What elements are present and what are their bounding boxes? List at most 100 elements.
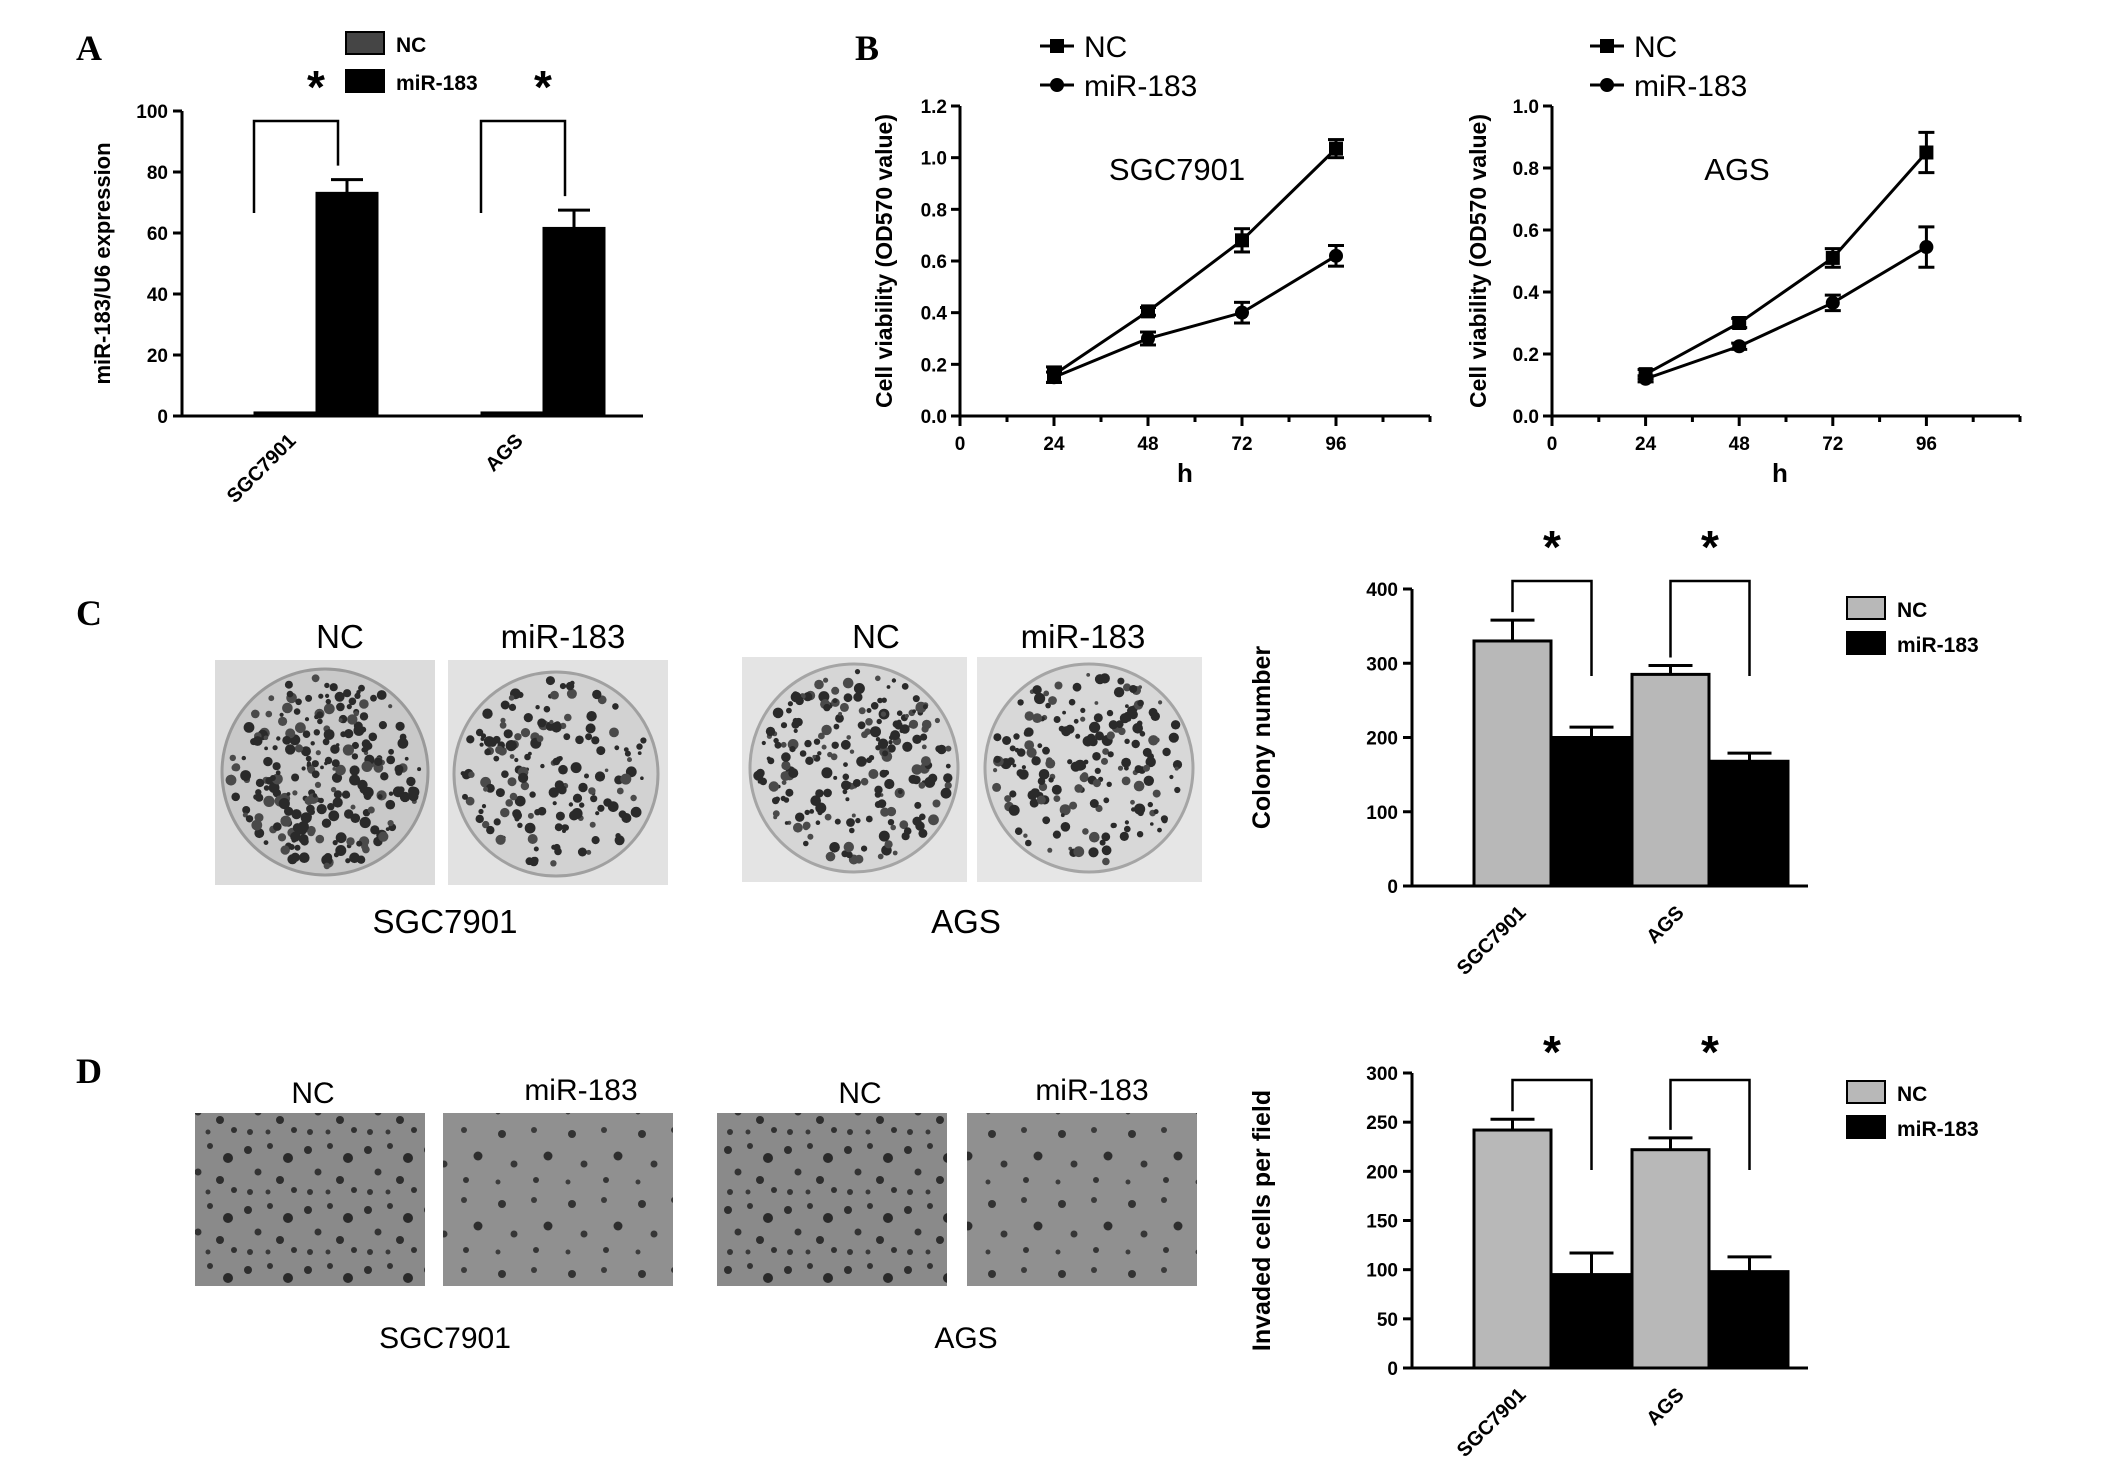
colony-dot (856, 756, 867, 767)
colony-dot (251, 819, 263, 831)
colony-dot (304, 796, 314, 805)
colony-dot (1080, 716, 1086, 722)
colony-dot (900, 724, 910, 734)
colony-dot (839, 702, 849, 712)
legend-marker-nc (1050, 39, 1064, 53)
colony-dot (791, 720, 800, 729)
colony-dot (505, 740, 517, 752)
colony-dot (462, 793, 468, 800)
colony-dot (301, 766, 306, 771)
legend-swatch-nc (345, 31, 385, 55)
colony-dot (312, 793, 318, 798)
colony-dot (853, 683, 865, 694)
colony-dot (514, 757, 519, 763)
colony-dot (286, 690, 294, 698)
colony-dot (821, 724, 832, 736)
y-tick-label: 400 (1366, 580, 1398, 601)
colony-dot (1136, 831, 1144, 838)
colony-dot (264, 746, 268, 751)
colony-dot (781, 752, 791, 762)
colony-dot (273, 822, 282, 831)
colony-dot (586, 849, 592, 855)
colony-dot (348, 697, 357, 706)
data-point-nc (1825, 250, 1840, 265)
colony-dot (388, 748, 394, 755)
colony-dot (1106, 731, 1115, 740)
colony-dot (878, 830, 890, 842)
legend-label-nc: NC (396, 34, 426, 57)
colony-dot (1134, 803, 1146, 815)
colony-dot (315, 834, 325, 844)
x-tick-label: 96 (1916, 434, 1937, 455)
colony-dot (825, 851, 836, 862)
y-tick-label: 40 (147, 285, 168, 306)
colony-dot (1117, 765, 1124, 771)
y-tick-label: 0 (157, 407, 168, 428)
colony-dot (310, 741, 315, 746)
colony-dot (350, 769, 357, 776)
colony-dot (780, 771, 791, 781)
colony-dot (307, 828, 315, 837)
colony-dot (395, 768, 403, 776)
legend-label-mir-183: miR-183 (1897, 634, 1979, 657)
colony-dot (884, 840, 893, 849)
colony-dot (285, 728, 296, 739)
significance-star: * (1543, 1026, 1561, 1078)
colony-dot (630, 806, 642, 818)
photo-d-ags-nc (717, 1113, 947, 1286)
colony-dot (1024, 740, 1035, 750)
colony-dot (276, 736, 281, 741)
photo-d-label-mir183-2: miR-183 (1035, 1074, 1148, 1107)
colony-dot (780, 722, 788, 729)
colony-dot (1037, 743, 1043, 749)
colony-dot (1101, 845, 1112, 856)
colony-dot (1174, 786, 1181, 794)
colony-dot (904, 713, 910, 719)
colony-dot (374, 757, 383, 766)
y-tick-label: 0.6 (921, 252, 947, 273)
colony-dot (890, 730, 901, 741)
photo-d-label-nc-2: NC (838, 1077, 881, 1110)
colony-dot (1117, 677, 1125, 685)
colony-dot (325, 693, 330, 699)
bar-nc-sgc7901 (253, 411, 317, 418)
y-axis-label: Colony number (1248, 646, 1276, 830)
colony-dot (1095, 731, 1104, 741)
colony-dot (1125, 704, 1129, 708)
colony-dot (787, 701, 794, 707)
y-tick-label: 100 (1366, 803, 1398, 824)
significance-bracket (479, 119, 567, 213)
bar-nc-ags (1630, 1148, 1711, 1370)
colony-dot (604, 768, 609, 773)
colony-dot (354, 692, 361, 700)
y-tick-label: 60 (147, 224, 168, 245)
colony-dot (851, 813, 856, 818)
y-tick-label: 1.0 (921, 149, 947, 170)
colony-dot (1069, 801, 1078, 810)
colony-dot (578, 782, 588, 793)
photo-d-ags-mir183 (967, 1113, 1197, 1286)
colony-dot (483, 786, 489, 792)
chart-b-sgc7901: 0.0 0.2 0.4 0.6 0.8 1.0 1.2 0 24 48 72 96 h Cell viab… (871, 31, 1432, 488)
photo-c-group-ags: AGS (931, 903, 1001, 940)
photo-d-group-sgc7901: SGC7901 (379, 1322, 511, 1355)
colony-dot (874, 801, 882, 808)
colony-dot (843, 693, 853, 703)
colony-dot (585, 723, 596, 734)
colony-dot (1080, 707, 1086, 714)
colony-dot (759, 777, 767, 786)
colony-dot (321, 818, 332, 828)
colony-dot (901, 832, 910, 841)
colony-dot (914, 801, 922, 809)
colony-dot (786, 707, 792, 714)
category-label: SGC7901 (223, 430, 301, 508)
y-tick-label: 0 (1387, 1359, 1398, 1380)
colony-dot (761, 740, 766, 746)
colony-dot (397, 786, 405, 794)
colony-dot (340, 731, 347, 738)
colony-dot (1172, 760, 1183, 770)
legend-swatch-mir-183 (1846, 631, 1886, 655)
colony-dot (1088, 847, 1099, 858)
colony-dot (353, 711, 359, 717)
colony-dot (1018, 769, 1029, 780)
